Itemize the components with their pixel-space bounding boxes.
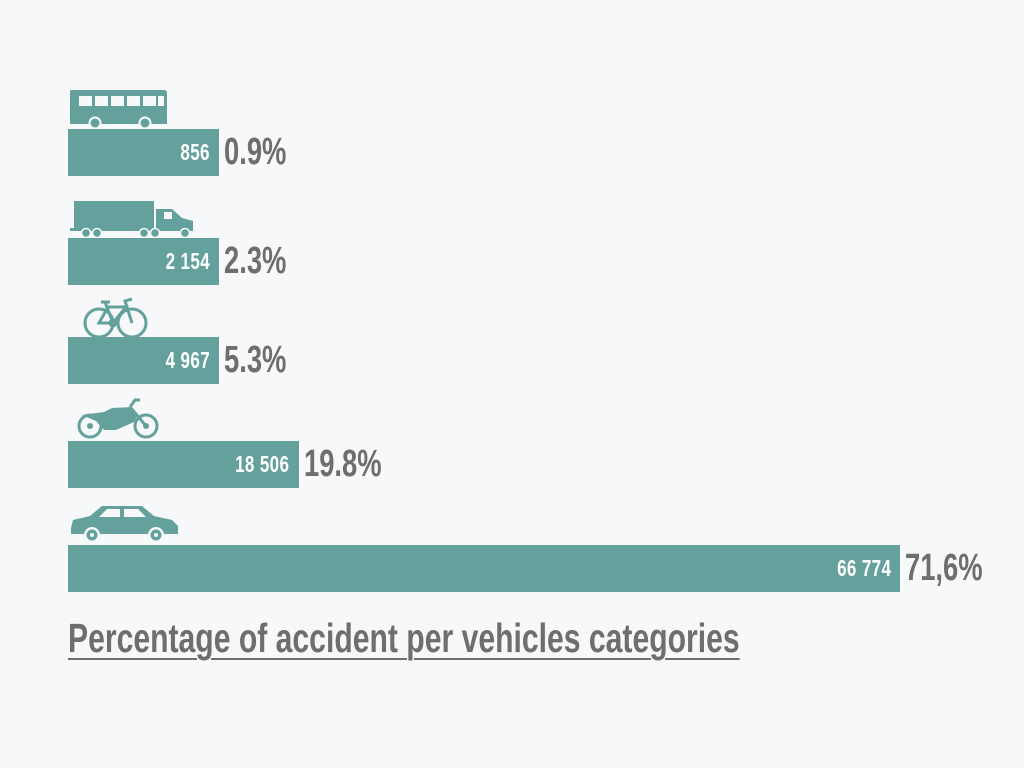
truck-icon xyxy=(70,201,193,239)
bar-value-label: 2 154 xyxy=(165,248,210,274)
bar-percent-label: 19.8% xyxy=(303,443,382,485)
bar-value-label: 18 506 xyxy=(235,451,290,477)
bar-bicycle: 4 967 xyxy=(68,337,219,384)
bar-car: 66 774 xyxy=(68,545,900,592)
bar-value-label: 856 xyxy=(180,139,210,165)
bar-value-label: 4 967 xyxy=(165,347,210,373)
bar-truck: 2 154 xyxy=(68,238,219,285)
bar-percent-label: 0.9% xyxy=(224,131,287,173)
motorcycle-icon xyxy=(77,398,159,439)
bar-percent-label: 5.3% xyxy=(224,339,287,381)
bus-icon xyxy=(70,90,167,130)
chart-title: Percentage of accident per vehicles cate… xyxy=(68,615,740,661)
bar-percent-label: 71,6% xyxy=(905,547,983,589)
bar-percent-label: 2.3% xyxy=(224,240,287,282)
bar-value-label: 66 774 xyxy=(836,555,891,581)
car-icon xyxy=(71,506,178,543)
bar-motorcycle: 18 506 xyxy=(68,441,299,488)
bar-bus: 856 xyxy=(68,129,219,176)
bicycle-icon xyxy=(83,297,148,339)
